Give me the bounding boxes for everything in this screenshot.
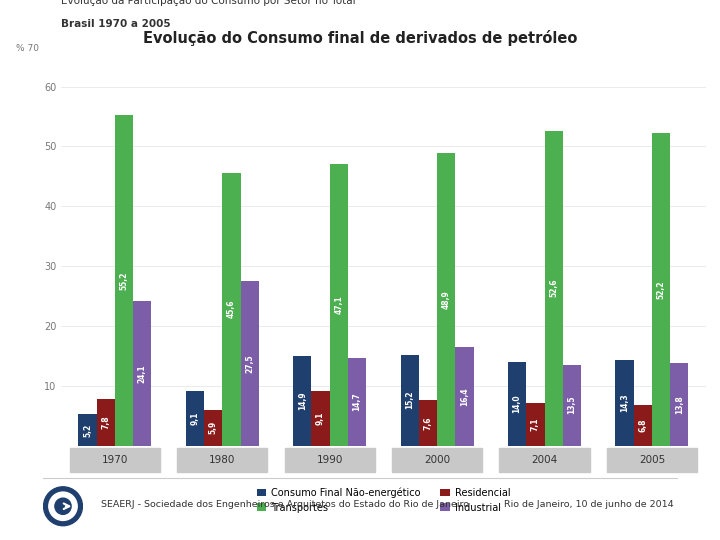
Bar xyxy=(284,449,375,472)
Bar xyxy=(419,400,437,445)
Text: 1970: 1970 xyxy=(102,455,128,465)
Bar xyxy=(330,164,348,446)
Text: 14,7: 14,7 xyxy=(353,392,361,411)
Circle shape xyxy=(44,487,82,526)
Bar xyxy=(392,449,482,472)
Circle shape xyxy=(55,498,71,514)
Text: 55,2: 55,2 xyxy=(120,271,129,289)
Bar xyxy=(670,363,688,445)
Bar xyxy=(177,449,267,472)
Text: 14,9: 14,9 xyxy=(298,392,307,410)
Text: 7,6: 7,6 xyxy=(423,416,433,429)
Bar xyxy=(222,173,240,445)
Text: 5,9: 5,9 xyxy=(209,421,217,435)
Bar xyxy=(133,301,151,446)
Bar xyxy=(455,347,474,446)
Text: 9,1: 9,1 xyxy=(190,411,199,425)
Text: 52,6: 52,6 xyxy=(549,279,558,298)
Legend: Consumo Final Não-energético, Transportes, Residencial, Industrial: Consumo Final Não-energético, Transporte… xyxy=(256,487,510,512)
Text: 47,1: 47,1 xyxy=(334,295,343,314)
Bar xyxy=(508,362,526,446)
Text: 45,6: 45,6 xyxy=(227,300,236,319)
Text: 15,2: 15,2 xyxy=(405,391,414,409)
Circle shape xyxy=(49,492,77,521)
Bar xyxy=(437,153,455,446)
Bar xyxy=(607,449,697,472)
Bar xyxy=(634,405,652,446)
Text: 2005: 2005 xyxy=(639,455,665,465)
Bar xyxy=(115,116,133,446)
Text: 27,5: 27,5 xyxy=(246,354,254,373)
Bar xyxy=(204,410,222,445)
Bar xyxy=(616,360,634,445)
Bar xyxy=(348,357,366,446)
Text: 52,2: 52,2 xyxy=(657,280,665,299)
Text: Evolução da Participação do Consumo por Setor no Total: Evolução da Participação do Consumo por … xyxy=(61,0,356,6)
Text: Rio de Janeiro, 10 de junho de 2014: Rio de Janeiro, 10 de junho de 2014 xyxy=(504,501,674,509)
Text: Brasil 1970 a 2005: Brasil 1970 a 2005 xyxy=(61,19,171,30)
Text: 1990: 1990 xyxy=(317,455,343,465)
Text: 5,2: 5,2 xyxy=(83,423,92,436)
Text: 6,8: 6,8 xyxy=(638,418,647,432)
Text: 13,5: 13,5 xyxy=(567,396,577,414)
Bar xyxy=(563,364,581,445)
Bar xyxy=(652,133,670,446)
Bar xyxy=(544,131,563,446)
Bar xyxy=(78,414,96,446)
Text: 13,8: 13,8 xyxy=(675,395,684,414)
Text: 48,9: 48,9 xyxy=(442,290,451,309)
Text: 7,8: 7,8 xyxy=(102,415,110,429)
Bar xyxy=(293,356,312,446)
Bar xyxy=(500,449,590,472)
Bar xyxy=(400,355,419,446)
Text: 16,4: 16,4 xyxy=(460,387,469,406)
Text: 9,1: 9,1 xyxy=(316,411,325,425)
Bar xyxy=(240,281,258,446)
Text: Evolução do Consumo final de derivados de petróleo: Evolução do Consumo final de derivados d… xyxy=(143,30,577,46)
Text: 1980: 1980 xyxy=(209,455,235,465)
Text: 2000: 2000 xyxy=(424,455,450,465)
Bar xyxy=(526,403,544,445)
Bar xyxy=(70,449,160,472)
Text: SEAERJ - Sociedade dos Engenheiros e Arquitetos do Estado do Rio de Janeiro: SEAERJ - Sociedade dos Engenheiros e Arq… xyxy=(101,501,469,509)
Bar xyxy=(312,391,330,446)
Text: 24,1: 24,1 xyxy=(138,364,147,383)
Bar xyxy=(186,391,204,446)
Text: 14,0: 14,0 xyxy=(513,394,521,413)
Bar xyxy=(96,399,115,446)
Text: 14,3: 14,3 xyxy=(620,394,629,412)
Text: 2004: 2004 xyxy=(531,455,557,465)
Text: % 70: % 70 xyxy=(16,44,39,53)
Text: 7,1: 7,1 xyxy=(531,417,540,431)
